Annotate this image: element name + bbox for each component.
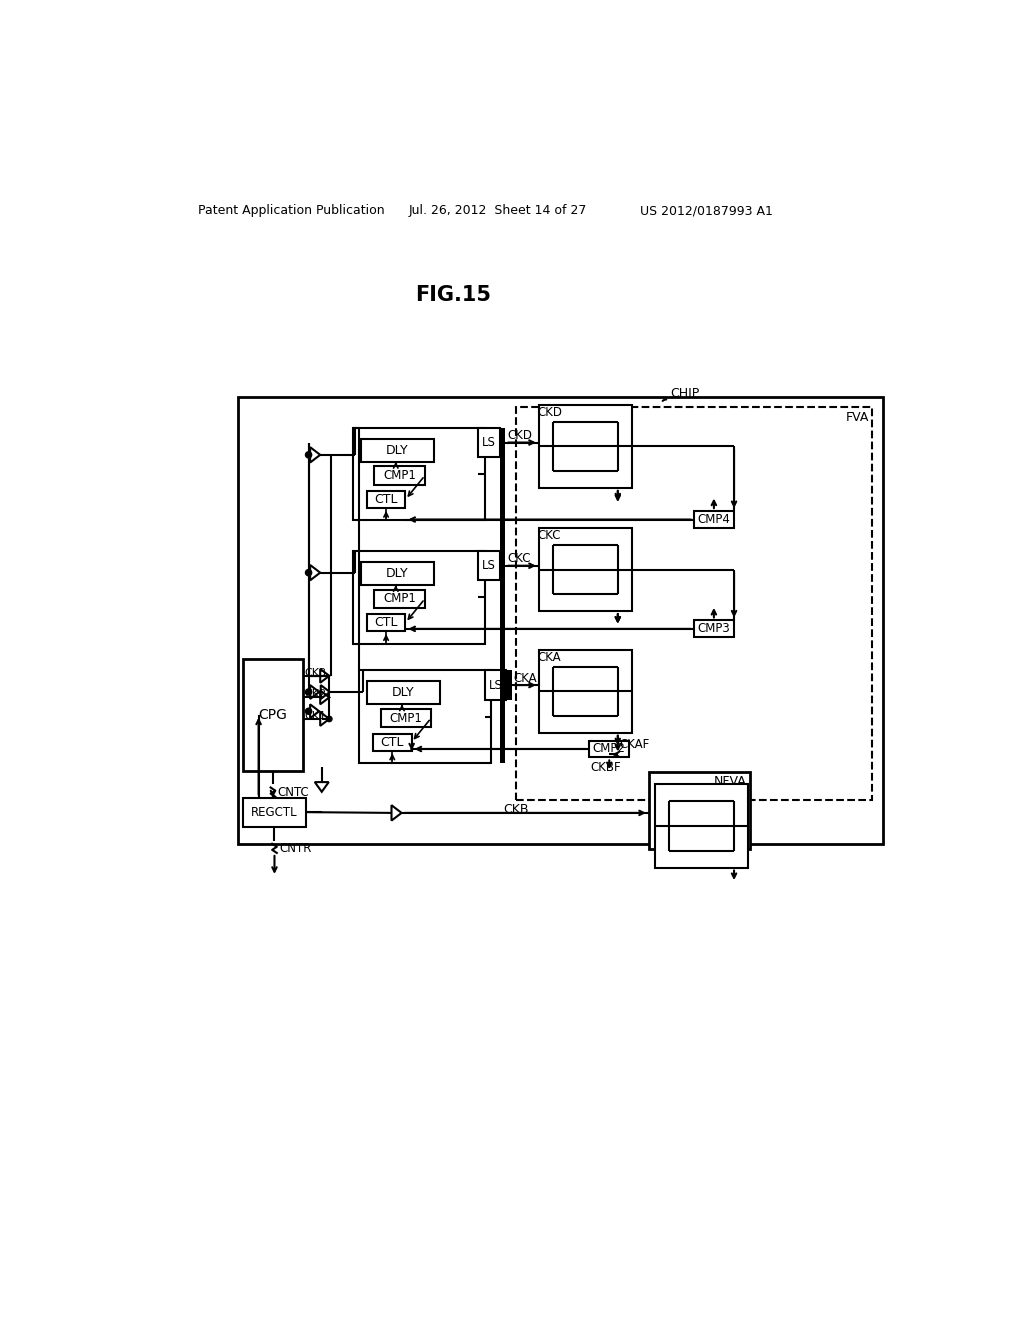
Text: LS: LS xyxy=(482,560,496,573)
Bar xyxy=(484,671,506,700)
Text: DLY: DLY xyxy=(386,566,409,579)
Text: CMP1: CMP1 xyxy=(383,469,416,482)
Text: CKB: CKB xyxy=(503,803,528,816)
Circle shape xyxy=(305,689,311,696)
Bar xyxy=(381,709,431,727)
Text: CMP3: CMP3 xyxy=(697,622,730,635)
Bar xyxy=(367,491,406,508)
Text: Jul. 26, 2012  Sheet 14 of 27: Jul. 26, 2012 Sheet 14 of 27 xyxy=(409,205,587,218)
Circle shape xyxy=(305,451,311,458)
Text: CTL: CTL xyxy=(381,735,404,748)
Bar xyxy=(539,528,632,611)
Text: CHIP: CHIP xyxy=(671,387,699,400)
Text: CKA: CKA xyxy=(538,651,561,664)
Text: CPG: CPG xyxy=(258,708,288,722)
Text: LS: LS xyxy=(488,678,503,692)
Text: DLY: DLY xyxy=(392,686,415,700)
Bar xyxy=(655,784,748,867)
Text: CKBF: CKBF xyxy=(591,760,622,774)
Text: CMP2: CMP2 xyxy=(593,742,626,755)
Text: CKD: CKD xyxy=(538,407,562,418)
Text: CNTR: CNTR xyxy=(280,842,311,855)
Bar xyxy=(373,734,412,751)
Text: CK1: CK1 xyxy=(305,711,327,721)
Bar xyxy=(360,562,434,585)
Bar xyxy=(500,428,506,763)
Bar xyxy=(539,405,632,488)
Text: CMP1: CMP1 xyxy=(389,711,422,725)
Text: FVA: FVA xyxy=(846,411,869,424)
Bar xyxy=(359,671,490,763)
Text: CKC: CKC xyxy=(538,529,561,543)
Bar xyxy=(375,466,425,484)
Circle shape xyxy=(327,717,332,722)
Text: CKA: CKA xyxy=(513,672,537,685)
Text: LS: LS xyxy=(482,436,496,449)
Bar xyxy=(352,428,484,520)
Bar xyxy=(243,797,306,826)
Bar xyxy=(367,614,406,631)
Bar xyxy=(375,590,425,609)
Bar xyxy=(589,741,630,758)
Bar xyxy=(649,772,750,849)
Text: CKAF: CKAF xyxy=(620,738,649,751)
Text: Patent Application Publication: Patent Application Publication xyxy=(198,205,384,218)
Text: CK2: CK2 xyxy=(305,689,327,700)
Bar xyxy=(506,671,512,700)
Text: CTL: CTL xyxy=(375,616,398,630)
Text: CKD: CKD xyxy=(507,429,532,442)
Bar xyxy=(693,620,734,638)
Text: CMP4: CMP4 xyxy=(697,513,730,527)
Bar xyxy=(500,552,506,581)
Bar xyxy=(515,407,872,800)
Bar xyxy=(693,511,734,528)
Circle shape xyxy=(305,570,311,576)
Text: CTL: CTL xyxy=(375,492,398,506)
Text: CNTC: CNTC xyxy=(278,785,309,799)
Bar xyxy=(352,552,484,644)
Text: DLY: DLY xyxy=(386,444,409,457)
Text: CMP1: CMP1 xyxy=(383,593,416,606)
Text: NFVA: NFVA xyxy=(714,775,746,788)
Bar xyxy=(360,438,434,462)
Text: REGCTL: REGCTL xyxy=(251,805,298,818)
Bar xyxy=(367,681,440,705)
Bar xyxy=(500,428,506,457)
Bar xyxy=(539,649,632,733)
Bar xyxy=(478,428,500,457)
Text: CK3: CK3 xyxy=(305,668,327,677)
Bar xyxy=(243,659,303,771)
Bar xyxy=(238,397,883,843)
Bar xyxy=(478,552,500,581)
Text: FIG.15: FIG.15 xyxy=(416,285,492,305)
Text: US 2012/0187993 A1: US 2012/0187993 A1 xyxy=(640,205,772,218)
Circle shape xyxy=(305,708,311,714)
Text: CKC: CKC xyxy=(507,552,530,565)
